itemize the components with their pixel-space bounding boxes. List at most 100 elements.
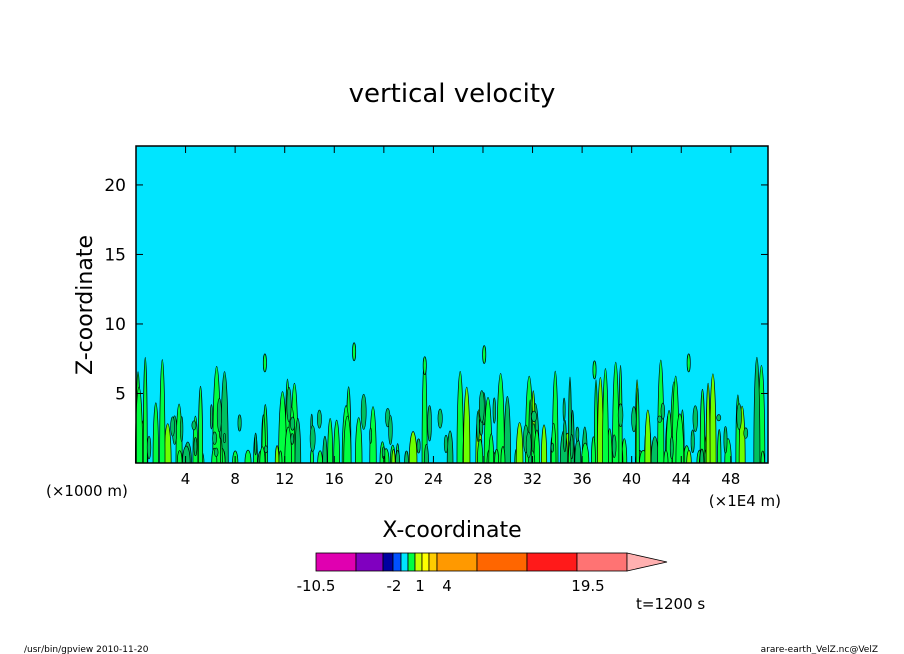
updraft-plume — [176, 450, 183, 464]
contour-cell — [309, 425, 316, 452]
contour-cell — [193, 437, 198, 457]
updraft-plume — [395, 450, 401, 464]
colorbar-arrow — [626, 552, 668, 572]
updraft-plume — [322, 435, 328, 464]
contour-cell — [290, 416, 296, 431]
colorbar-segment — [392, 552, 402, 572]
contour-cell — [437, 408, 443, 429]
updraft-plume — [591, 436, 596, 464]
contour-cell — [476, 410, 480, 442]
updraft-plume — [550, 422, 557, 464]
colorbar-segment — [315, 552, 357, 572]
updraft-plume — [503, 396, 511, 464]
chart-title: vertical velocity — [349, 79, 556, 109]
updraft-plume — [663, 449, 669, 464]
colorbar-labels: -10.5 -2 1 4 19.5 — [297, 577, 605, 595]
updraft-plume — [709, 373, 717, 464]
x-tick-label: 48 — [721, 470, 740, 488]
y-tick-labels: 5 10 15 20 — [104, 176, 126, 405]
x-tick-label: 44 — [672, 470, 691, 488]
contour-cell — [212, 431, 217, 445]
updraft-plume — [644, 409, 652, 464]
contour-cell — [223, 433, 226, 444]
contour-cell — [569, 434, 574, 460]
updraft-plume — [259, 446, 266, 464]
contour-cell — [427, 405, 432, 442]
colorbar-segment — [407, 552, 416, 572]
plot-area — [134, 145, 769, 464]
contour-cell — [170, 416, 175, 437]
contour-cell — [617, 403, 624, 428]
contour-cell — [563, 419, 567, 453]
contour-cell — [482, 345, 487, 364]
x-units-note: (×1E4 m) — [709, 492, 781, 510]
colorbar — [315, 552, 668, 572]
updraft-plume — [327, 418, 334, 464]
colorbar-label: 1 — [415, 577, 425, 595]
updraft-plume — [463, 386, 471, 464]
updraft-plume — [540, 424, 548, 464]
time-label: t=1200 s — [636, 595, 705, 613]
contour-cell — [492, 397, 496, 424]
updraft-plume — [515, 422, 524, 464]
contour-cell — [716, 414, 722, 422]
updraft-plume — [705, 382, 711, 464]
contour-cell — [422, 356, 427, 376]
updraft-plume — [446, 430, 454, 464]
x-tick-label: 36 — [573, 470, 592, 488]
updraft-plume — [699, 448, 705, 464]
updraft-plume — [159, 359, 166, 464]
x-tick-label: 16 — [325, 470, 344, 488]
y-tick-marks — [136, 184, 768, 394]
x-tick-labels: 4 8 12 16 20 24 28 32 36 40 44 48 — [181, 470, 741, 488]
updraft-plume — [408, 431, 418, 464]
contour-cell — [525, 431, 532, 459]
x-tick-label: 4 — [181, 470, 191, 488]
contour-cell — [575, 426, 580, 442]
contour-cell — [191, 420, 197, 431]
contour-cell — [360, 393, 367, 430]
updraft-plume — [355, 417, 363, 464]
updraft-plume — [717, 429, 722, 464]
updraft-plume — [182, 445, 191, 464]
colorbar-segment — [414, 552, 423, 572]
contour-cell — [736, 403, 742, 430]
contour-cell — [743, 427, 749, 439]
updraft-plume — [244, 449, 252, 464]
contour-cell — [631, 406, 637, 433]
contour-cell — [146, 435, 152, 460]
updraft-plume — [142, 357, 148, 464]
x-tick-label: 8 — [230, 470, 240, 488]
footer-left: /usr/bin/gpview 2010-11-20 — [24, 645, 149, 654]
updraft-plume — [197, 385, 204, 464]
colorbar-segment — [355, 552, 384, 572]
y-tick-label: 15 — [104, 245, 126, 265]
updraft-plume — [574, 438, 582, 464]
updraft-plume — [533, 429, 541, 464]
contour-cell — [237, 414, 242, 432]
contour-cell — [550, 442, 554, 453]
contour-cell — [388, 415, 393, 445]
colorbar-label: -10.5 — [297, 577, 336, 595]
contour-cell — [723, 426, 728, 454]
y-tick-label: 20 — [104, 176, 126, 196]
contour-cell — [531, 410, 537, 423]
contour-cell — [660, 402, 666, 420]
contour-cell — [317, 409, 322, 429]
contour-cell — [686, 353, 691, 373]
contour-cell — [692, 405, 698, 433]
contour-cell — [210, 404, 213, 430]
x-tick-label: 12 — [275, 470, 294, 488]
updraft-plume — [602, 368, 609, 464]
updraft-plume — [488, 433, 495, 464]
updraft-plume — [686, 449, 692, 464]
updraft-plume — [675, 413, 685, 464]
colorbar-segment — [382, 552, 394, 572]
colorbar-segment — [436, 552, 478, 572]
contour-cell — [286, 386, 292, 423]
x-tick-label: 28 — [473, 470, 492, 488]
footer-right: arare-earth_VelZ.nc@VelZ — [761, 645, 878, 654]
contour-cell — [657, 415, 663, 423]
updraft-plume — [317, 450, 323, 464]
updraft-plume — [152, 402, 159, 464]
